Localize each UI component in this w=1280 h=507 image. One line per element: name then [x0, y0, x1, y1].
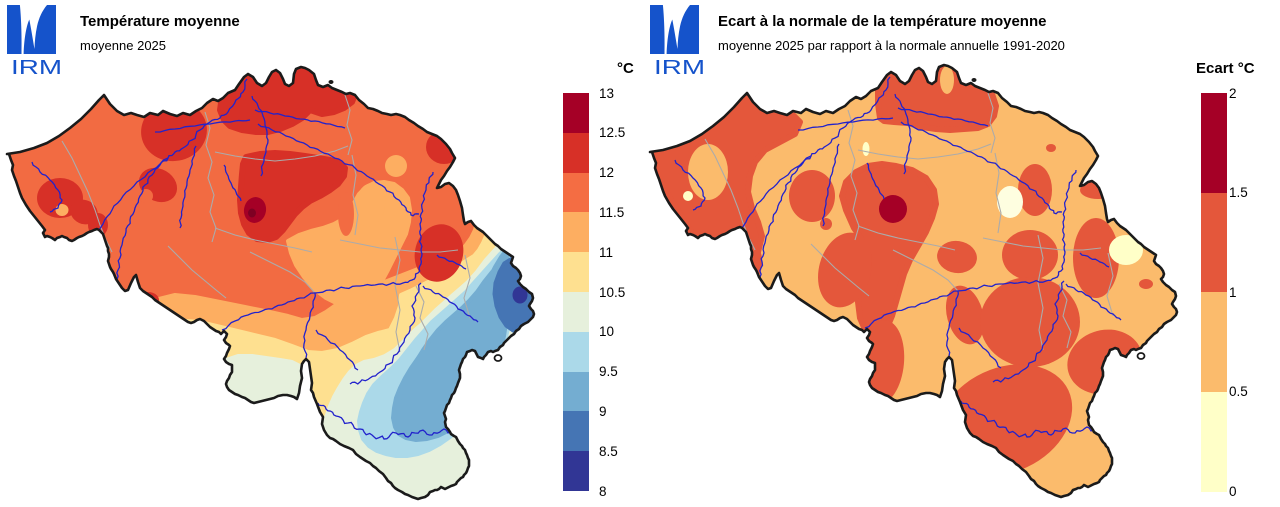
svg-text:IRM: IRM: [654, 56, 705, 79]
svg-text:IRM: IRM: [11, 56, 62, 79]
